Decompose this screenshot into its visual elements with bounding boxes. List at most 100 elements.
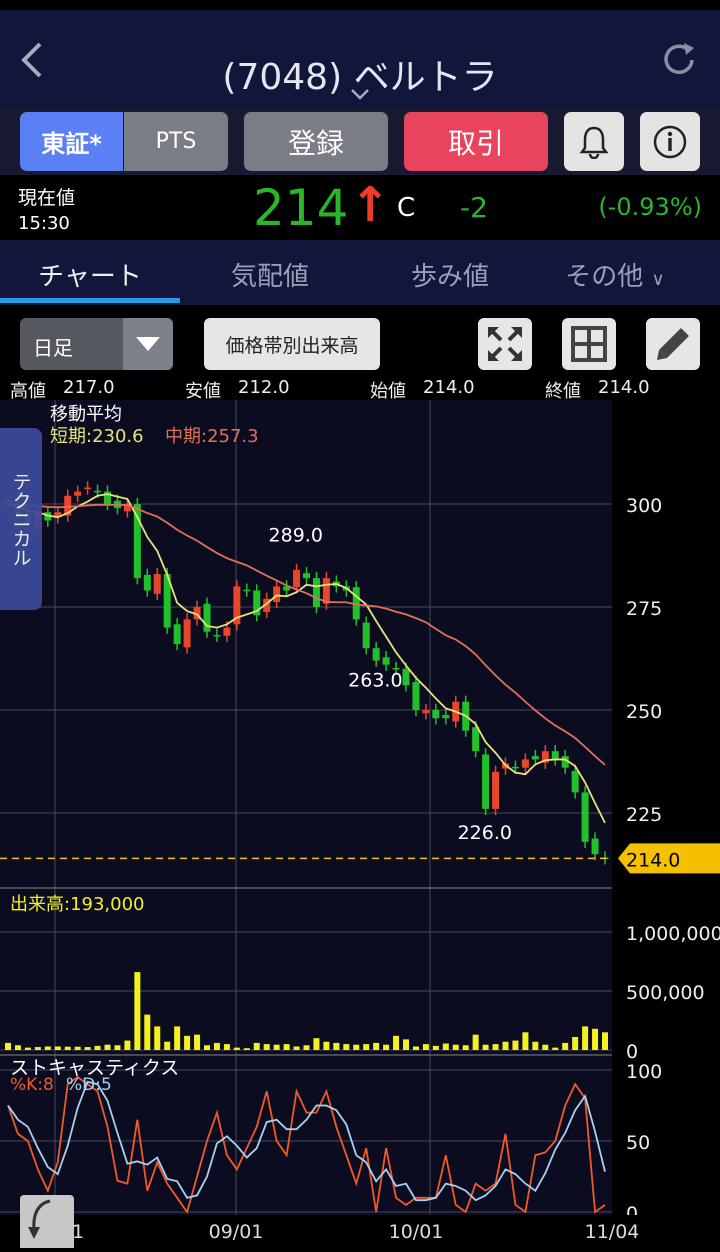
candle-body (233, 586, 241, 625)
volume-bar (233, 1047, 240, 1050)
volume-bar (552, 1047, 559, 1050)
stoch-tick: 50 (626, 1132, 650, 1154)
x-tick: 11/04 (584, 1221, 640, 1243)
alert-button[interactable] (564, 112, 624, 171)
candle-body (581, 792, 589, 842)
volume-bar (522, 1032, 529, 1050)
ma-short-value: 短期:230.6 (50, 426, 144, 447)
active-tab-indicator (0, 298, 180, 303)
candle-body (133, 504, 141, 579)
volume-bar (223, 1044, 230, 1050)
trade-button[interactable]: 取引 (404, 112, 548, 171)
candle-body (183, 619, 191, 648)
volume-bar (74, 1046, 81, 1050)
tab-bar: チャート 気配値 歩み値 その他 ∨ (0, 240, 720, 305)
volume-bar (383, 1044, 390, 1050)
register-button[interactable]: 登録 (244, 112, 388, 171)
stoch-d-line (7, 1080, 606, 1202)
volume-value: 出来高:193,000 (10, 894, 145, 915)
candle-body (213, 635, 221, 637)
tse-button[interactable]: 東証* (20, 112, 123, 171)
candle-body (94, 490, 102, 493)
volume-bar (602, 1032, 608, 1050)
pts-button[interactable]: PTS (124, 112, 228, 171)
chevron-down-icon[interactable] (350, 88, 370, 100)
volume-bar (184, 1035, 191, 1050)
volume-bar (303, 1045, 310, 1050)
stoch-title: ストキャスティクス (10, 1057, 180, 1079)
close-value: 214.0 (598, 377, 650, 398)
stoch-tick: 0 (626, 1203, 638, 1215)
volume-bar (502, 1041, 509, 1050)
arrow-up-icon: ↑ (350, 177, 391, 233)
volume-bar (94, 1045, 101, 1050)
curved-arrow-icon (28, 1199, 51, 1239)
volume-bar (144, 1014, 151, 1050)
tab-other[interactable]: その他 ∨ (540, 256, 690, 293)
period-value: 日足 (33, 336, 73, 360)
layout-button[interactable] (562, 318, 616, 370)
quote-bar: 現在値 15:30 214 ↑ C -2 (-0.93%) (0, 175, 720, 240)
volume-bar (273, 1044, 280, 1050)
price-tick: 300 (626, 495, 662, 517)
candle-body (402, 668, 410, 686)
current-price-badge (618, 843, 720, 874)
tab-ticks[interactable]: 歩み値 (410, 262, 489, 292)
volume-bar (562, 1042, 569, 1050)
stoch-tick: 100 (626, 1061, 662, 1083)
tab-quotes[interactable]: 気配値 (230, 262, 309, 292)
candle-body (442, 714, 450, 719)
volume-bar (84, 1047, 91, 1050)
stoch-k-line (7, 1075, 606, 1215)
close-label: 終値 (545, 381, 581, 402)
candle-body (372, 648, 380, 661)
refresh-icon[interactable] (660, 40, 700, 80)
quote-time: 15:30 (18, 213, 70, 234)
volume-bar (393, 1035, 400, 1050)
volume-bar (412, 1046, 419, 1050)
candle-body (312, 578, 320, 607)
volume-bar (283, 1044, 290, 1050)
volume-bar (293, 1046, 300, 1050)
period-select[interactable]: 日足 (20, 318, 173, 370)
technical-side-tab[interactable]: テクニカル (0, 428, 42, 610)
volume-tick: 500,000 (626, 982, 705, 1004)
price-annotation: 226.0 (458, 822, 512, 844)
stock-chart[interactable]: 3002752502251,000,000500,0000100500289.0… (0, 400, 720, 1215)
price-annotation: 263.0 (348, 669, 402, 691)
dropdown-toggle[interactable] (123, 318, 173, 370)
volume-bar (253, 1042, 260, 1050)
open-label: 始値 (370, 381, 406, 402)
draw-button[interactable] (646, 318, 700, 370)
volume-bar (313, 1038, 320, 1050)
info-button[interactable] (640, 112, 700, 171)
volume-bar (532, 1041, 539, 1050)
volume-bar (114, 1045, 121, 1050)
chevron-left-icon[interactable] (18, 40, 46, 80)
volume-tick: 0 (626, 1041, 638, 1063)
price-tick: 250 (626, 701, 662, 723)
scroll-back-button[interactable] (20, 1195, 74, 1248)
volume-bar (452, 1044, 459, 1050)
candle-body (352, 587, 360, 620)
volume-profile-button[interactable]: 価格帯別出来高 (204, 318, 380, 370)
technical-label: テクニカル (9, 471, 32, 567)
candle-body (54, 512, 62, 518)
candle-body (283, 586, 291, 591)
candle-body (362, 622, 370, 649)
candle-body (153, 574, 161, 594)
high-value: 217.0 (63, 377, 115, 398)
page-title[interactable]: (7048) ベルトラ (222, 57, 498, 98)
candle-body (511, 766, 519, 769)
tab-chart[interactable]: チャート (38, 262, 142, 292)
candle-body (422, 710, 430, 714)
stoch-k-value: %K:8 (10, 1075, 54, 1095)
current-price: 214 (253, 179, 349, 237)
candle-body (382, 657, 390, 665)
price-tick: 225 (626, 804, 662, 826)
volume-bar (592, 1028, 599, 1050)
chevron-down-icon: ∨ (651, 269, 665, 290)
candle-body (561, 756, 569, 768)
fullscreen-button[interactable] (478, 318, 532, 370)
volume-bar (154, 1026, 161, 1050)
